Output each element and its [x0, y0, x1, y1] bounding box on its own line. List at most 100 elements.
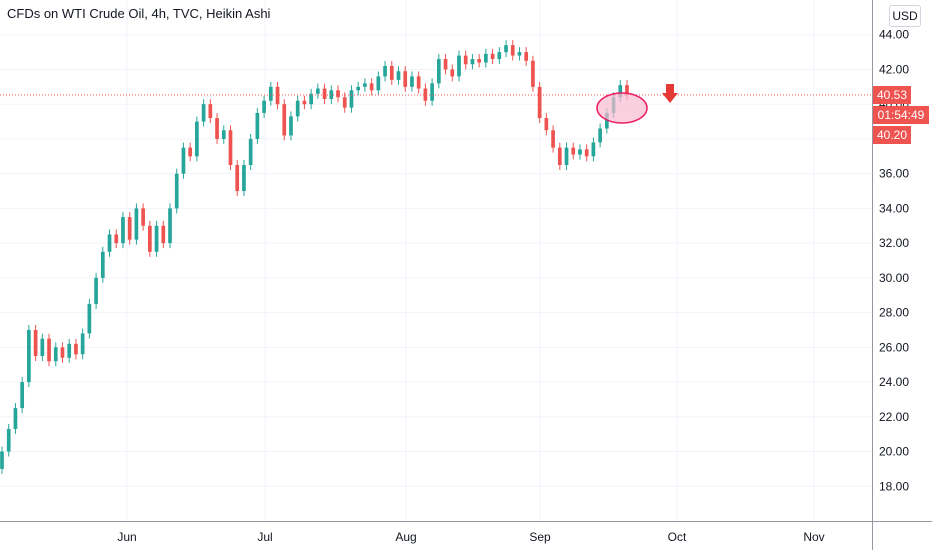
- x-tick-label: Aug: [395, 530, 416, 544]
- candle: [389, 65, 394, 80]
- y-tick-label: 32.00: [879, 236, 909, 250]
- candle: [410, 76, 414, 87]
- candle: [74, 343, 78, 355]
- candle: [302, 100, 307, 105]
- y-tick-label: 20.00: [879, 445, 909, 459]
- y-tick-label: 22.00: [879, 410, 909, 424]
- candle: [430, 83, 434, 101]
- candle: [443, 59, 448, 70]
- candle: [208, 104, 213, 119]
- candle: [228, 130, 233, 165]
- candle: [322, 88, 327, 99]
- candle: [94, 277, 98, 304]
- candle: [67, 343, 72, 358]
- candle: [242, 164, 246, 192]
- x-tick-label: Oct: [668, 530, 687, 544]
- y-tick-label: 18.00: [879, 479, 909, 493]
- candle: [40, 338, 45, 357]
- candle: [578, 149, 582, 155]
- last-price-label: 40.53: [877, 88, 907, 102]
- candle: [571, 147, 576, 155]
- candle: [268, 86, 273, 101]
- candle: [161, 225, 166, 244]
- y-tick-label: 42.00: [879, 62, 909, 76]
- candle: [289, 116, 293, 136]
- candle: [524, 52, 529, 61]
- last-price-label-bg: [873, 85, 911, 104]
- candle: [13, 408, 18, 429]
- candle: [497, 52, 502, 60]
- candle: [396, 71, 401, 80]
- candle: [477, 59, 481, 63]
- candle: [484, 53, 488, 63]
- candle: [282, 104, 287, 136]
- candle: [60, 347, 65, 358]
- candle: [490, 53, 495, 60]
- candle: [148, 225, 152, 252]
- countdown-label-bg: [873, 105, 929, 124]
- candle: [544, 118, 549, 131]
- candle: [423, 88, 428, 101]
- grid: [0, 0, 872, 521]
- y-tick-label: 24.00: [879, 375, 909, 389]
- overlays: [0, 84, 872, 124]
- candle: [127, 217, 132, 240]
- candle: [80, 333, 85, 355]
- candle: [618, 85, 623, 98]
- candle: [20, 382, 25, 409]
- candle: [107, 234, 112, 252]
- candle: [376, 76, 381, 91]
- candle: [510, 45, 515, 56]
- candle: [168, 208, 172, 244]
- currency-button[interactable]: USD: [889, 5, 921, 27]
- candle: [551, 130, 555, 148]
- candle: [591, 142, 596, 157]
- candle: [625, 85, 629, 95]
- candle: [0, 451, 4, 469]
- x-tick-label: Nov: [803, 530, 824, 544]
- candle: [369, 83, 374, 91]
- candle: [195, 121, 199, 157]
- candle: [248, 138, 253, 165]
- candle: [457, 55, 461, 77]
- candle: [316, 88, 320, 94]
- candle: [27, 329, 31, 383]
- candle: [403, 71, 408, 87]
- candle: [295, 100, 300, 117]
- candle: [342, 97, 347, 108]
- countdown-label: 01:54:49: [878, 108, 925, 122]
- candle: [255, 112, 260, 139]
- candle: [181, 147, 186, 174]
- candle: [121, 217, 125, 244]
- y-tick-label: 28.00: [879, 306, 909, 320]
- candle: [450, 69, 455, 77]
- candle: [141, 208, 145, 226]
- candle: [201, 104, 206, 122]
- candle: [53, 347, 58, 362]
- candle: [470, 59, 475, 65]
- y-tick-label: 30.00: [879, 271, 909, 285]
- candle: [87, 303, 92, 334]
- candle: [134, 208, 139, 240]
- y-tick-label: 26.00: [879, 340, 909, 354]
- y-tick-label: 36.00: [879, 167, 909, 181]
- candle: [531, 60, 535, 87]
- candle: [235, 164, 240, 192]
- y-tick-label: 34.00: [879, 201, 909, 215]
- candle: [309, 93, 313, 105]
- candle: [114, 234, 119, 244]
- candle: [33, 329, 38, 357]
- x-tick-label: Jul: [257, 530, 272, 544]
- candle: [537, 86, 542, 119]
- candle: [557, 147, 562, 165]
- candle: [463, 55, 468, 65]
- candle: [174, 173, 179, 209]
- secondary-price-label: 40.20: [877, 128, 907, 142]
- candle: [356, 86, 361, 91]
- x-tick-label: Sep: [529, 530, 551, 544]
- candle: [517, 52, 522, 56]
- candle: [154, 225, 159, 252]
